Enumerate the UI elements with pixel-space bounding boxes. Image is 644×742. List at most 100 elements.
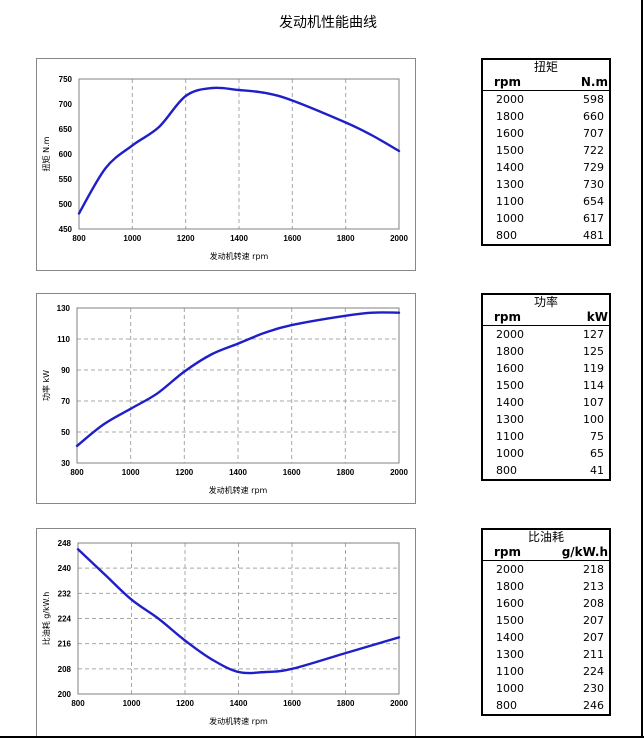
data-point: [76, 445, 78, 447]
data-point: [131, 144, 133, 147]
cell-rpm: 1100: [496, 665, 524, 678]
power-chart-panel: 800 1000 1200 1400 1600 1800 2000 30 50 70 90 110 13…: [36, 293, 416, 504]
cell-rpm: 1400: [496, 161, 524, 174]
cell-rpm: 1600: [496, 127, 524, 140]
data-point: [210, 353, 212, 356]
data-point: [237, 671, 240, 673]
series-line: [77, 86, 401, 215]
y-axis-label: 比油耗 g/kW.h: [41, 592, 51, 646]
bsfc-chart: 800 1000 1200 1400 1600 1800 2000 200 208 216 224 2…: [41, 539, 408, 726]
data-point: [78, 212, 80, 215]
data-point: [211, 87, 213, 89]
x-tick-label: 1400: [230, 234, 248, 243]
cell-value: 125: [583, 345, 604, 358]
cell-rpm: 1100: [496, 195, 524, 208]
y-tick-label: 200: [58, 690, 72, 699]
y-tick-label: 450: [59, 225, 73, 234]
data-point: [291, 99, 293, 102]
data-point: [344, 652, 347, 654]
table-row: 1100 654: [483, 193, 609, 210]
x-tick-label: 2000: [390, 468, 408, 477]
y-tick-label: 500: [59, 200, 73, 209]
x-tick-label: 1600: [283, 468, 301, 477]
cell-rpm: 2000: [496, 93, 524, 106]
cell-value: 654: [583, 195, 604, 208]
x-tick-label: 1200: [176, 699, 194, 708]
cell-rpm: 1600: [496, 597, 524, 610]
header-value: g/kW.h: [561, 545, 608, 559]
cell-value: 730: [583, 178, 604, 191]
data-point: [130, 599, 133, 601]
header-value: kW: [586, 310, 608, 324]
cell-value: 127: [583, 328, 604, 341]
x-tick-label: 1000: [123, 234, 141, 243]
table-row: 1100 224: [483, 663, 609, 680]
table-row: 800 41: [483, 462, 609, 479]
cell-rpm: 2000: [496, 563, 524, 576]
data-point: [184, 639, 186, 642]
power-table: 功率 rpm kW 2000 127 1800 125 1600 119 1500 114 14…: [481, 293, 611, 481]
torque-table: 扭矩 rpm N.m 2000 598 1800 660 1600 707 1500 722 1…: [481, 58, 611, 246]
table-row: 1000 230: [483, 680, 609, 697]
data-point: [157, 617, 159, 620]
bsfc-chart-panel: 800 1000 1200 1400 1600 1800 2000 200 208 216 224 2…: [36, 528, 416, 737]
y-tick-label: 50: [61, 428, 70, 437]
data-point: [158, 126, 160, 128]
cell-rpm: 1000: [496, 212, 524, 225]
data-point: [344, 315, 346, 317]
cell-value: 481: [583, 229, 604, 242]
table-row: 1600 208: [483, 595, 609, 612]
cell-value: 207: [583, 614, 604, 627]
cell-value: 119: [583, 362, 604, 375]
page-title: 发动机性能曲线: [279, 15, 377, 31]
cell-value: 246: [583, 699, 604, 712]
x-tick-label: 1600: [283, 699, 301, 708]
data-point: [265, 92, 267, 94]
y-tick-label: 224: [58, 615, 72, 624]
data-point: [211, 658, 213, 660]
y-axis-label: 功率 kW: [41, 370, 51, 401]
data-point: [345, 121, 347, 124]
table-row: 1400 107: [483, 394, 609, 411]
series-line: [75, 311, 401, 448]
cell-rpm: 800: [496, 464, 517, 477]
table-row: 1100 75: [483, 428, 609, 445]
cell-rpm: 1800: [496, 110, 524, 123]
cell-value: 207: [583, 631, 604, 644]
cell-rpm: 1500: [496, 379, 524, 392]
bsfc-table: 比油耗 rpm g/kW.h 2000 218 1800 213 1600 208 1500…: [481, 528, 611, 716]
x-tick-label: 1200: [177, 234, 195, 243]
cell-rpm: 1800: [496, 580, 524, 593]
table-row: 2000 127: [483, 326, 609, 343]
cell-rpm: 1600: [496, 362, 524, 375]
cell-rpm: 1000: [496, 447, 524, 460]
y-tick-label: 600: [59, 150, 73, 159]
table-row: 800 481: [483, 227, 609, 244]
torque-chart-panel: 800 1000 1200 1400 1600 1800 2000 450 500 550 600 6…: [36, 58, 416, 271]
cell-value: 107: [583, 396, 604, 409]
cell-value: 707: [583, 127, 604, 140]
cell-value: 65: [590, 447, 604, 460]
table-row: 1600 707: [483, 125, 609, 142]
data-point: [238, 89, 240, 91]
table-row: 2000 598: [483, 91, 609, 108]
table-row: 1600 119: [483, 360, 609, 377]
data-point: [371, 134, 373, 137]
x-tick-label: 800: [72, 234, 86, 243]
y-tick-label: 700: [59, 100, 73, 109]
cell-rpm: 1100: [496, 430, 524, 443]
x-tick-label: 1800: [337, 234, 355, 243]
data-point: [183, 370, 185, 373]
cell-value: 729: [583, 161, 604, 174]
data-point: [398, 150, 400, 152]
x-tick-label: 800: [70, 468, 84, 477]
y-tick-label: 650: [59, 125, 73, 134]
table-header: rpm kW: [483, 310, 609, 326]
data-point: [103, 423, 105, 425]
x-axis-label: 发动机转速 rpm: [209, 716, 268, 726]
data-point: [264, 671, 266, 673]
x-tick-label: 2000: [390, 234, 408, 243]
header-rpm: rpm: [494, 75, 522, 89]
table-row: 1400 729: [483, 159, 609, 176]
data-point: [130, 408, 132, 410]
